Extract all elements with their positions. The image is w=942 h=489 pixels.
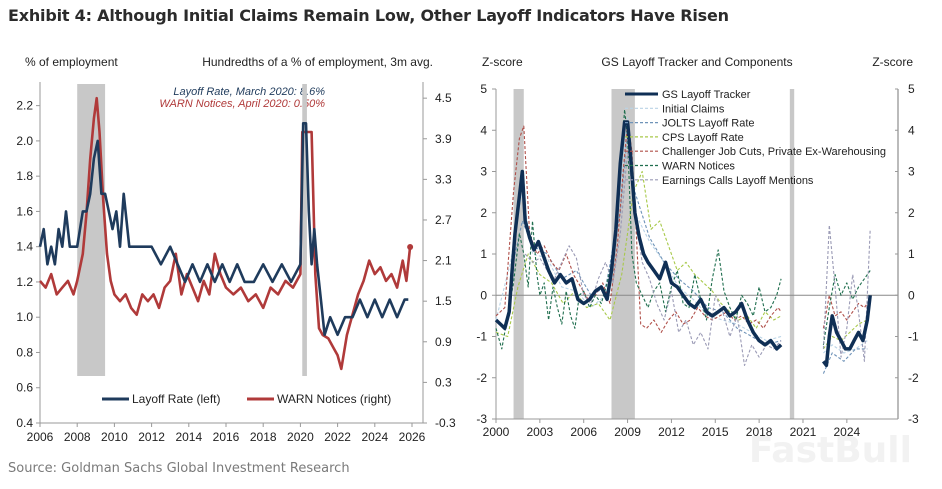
source-note: Source: Goldman Sachs Global Investment … <box>8 461 350 476</box>
y-tick-label: 0.4 <box>16 416 33 430</box>
y2-tick-label: -2 <box>908 371 919 385</box>
annotation-warn-notices: WARN Notices, April 2020: 0.50% <box>159 98 325 110</box>
y-tick-label: -1 <box>476 330 487 344</box>
recession-band <box>789 89 795 419</box>
series-warn-notices <box>822 270 871 345</box>
series-layoff-rate-left <box>38 122 409 337</box>
x-tick-label: 2026 <box>399 430 426 444</box>
y2-tick-label: 5 <box>908 82 915 96</box>
right-legend: GS Layoff Tracker Initial Claims JOLTS Lay… <box>625 89 886 187</box>
right-chart-title: GS Layoff Tracker and Components <box>601 55 792 69</box>
x-tick-label: 2006 <box>27 430 54 444</box>
watermark: FastBull <box>748 430 912 471</box>
y-tick-label: 5 <box>480 82 487 96</box>
y2-tick-label: 3 <box>908 165 915 179</box>
legend-label-cps-layoff-rate: CPS Layoff Rate <box>662 132 744 144</box>
y2-tick-label: -3 <box>908 412 919 426</box>
y2-tick-label: 1 <box>908 247 915 261</box>
x-tick-label: 2018 <box>250 430 277 444</box>
y-tick-label: 0.8 <box>16 345 33 359</box>
y2-tick-label: 1.5 <box>435 294 452 308</box>
x-tick-label: 2022 <box>324 430 351 444</box>
x-tick-label: 2016 <box>213 430 240 444</box>
legend-label-earnings-calls-layoff-mentions: Earnings Calls Layoff Mentions <box>662 175 814 187</box>
series-challenger-job-cuts-private-ex-warehousing <box>495 121 782 333</box>
y-tick-label: 1.2 <box>16 275 33 289</box>
series-challenger-job-cuts-private-ex-warehousing <box>822 294 871 329</box>
y2-tick-label: 3.9 <box>435 132 452 146</box>
series-initial-claims <box>823 340 868 354</box>
right-y-axis-label: Hundredths of a % of employment, 3m avg. <box>202 55 433 69</box>
annotation-layoff-rate: Layoff Rate, March 2020: 8.6% <box>173 86 325 98</box>
y-tick-label: 2 <box>480 206 487 220</box>
y-tick-label: 1.8 <box>16 169 33 183</box>
x-tick-label: 2008 <box>64 430 91 444</box>
y-tick-label: 2.0 <box>16 134 33 148</box>
series-gs-layoff-tracker <box>821 295 872 368</box>
y2-tick-label: 2.1 <box>435 254 452 268</box>
series-earnings-calls-layoff-mentions <box>524 150 782 366</box>
y2-tick-label: 0.3 <box>435 375 452 389</box>
series-end-marker <box>407 244 414 251</box>
x-tick-label: 2024 <box>833 425 860 439</box>
y2-tick-label: -0.3 <box>435 416 456 430</box>
y-tick-label: 1.4 <box>16 240 33 254</box>
y2-tick-label: 0.9 <box>435 335 452 349</box>
y2-tick-label: 3.3 <box>435 172 452 186</box>
series-warn-notices-right <box>39 96 412 371</box>
left-legend: Layoff Rate (left) WARN Notices (right) <box>102 392 391 406</box>
y-tick-label: 2.2 <box>16 99 33 113</box>
y-tick-label: 4 <box>480 123 487 137</box>
x-tick-label: 2015 <box>702 425 729 439</box>
x-tick-label: 2012 <box>658 425 685 439</box>
legend-label-layoff-rate: Layoff Rate (left) <box>132 392 221 406</box>
y-tick-label: 1.0 <box>16 310 33 324</box>
y-tick-label: -2 <box>476 371 487 385</box>
x-tick-label: 2018 <box>746 425 773 439</box>
x-tick-label: 2024 <box>361 430 388 444</box>
y-tick-label: 1.6 <box>16 204 33 218</box>
left-y-axis-label: % of employment <box>25 55 118 69</box>
right-chart-right-ylabel: Z-score <box>872 55 913 69</box>
x-tick-label: 2003 <box>527 425 554 439</box>
y2-tick-label: 4 <box>908 123 915 137</box>
legend-label-challenger-job-cuts-private-ex-warehousing: Challenger Job Cuts, Private Ex-Warehous… <box>662 146 886 158</box>
x-tick-label: 2012 <box>138 430 165 444</box>
y2-tick-label: 2 <box>908 206 915 220</box>
series-jolts-layoff-rate <box>822 348 868 374</box>
x-tick-label: 2006 <box>570 425 597 439</box>
right-chart-left-ylabel: Z-score <box>482 55 523 69</box>
x-tick-label: 2021 <box>790 425 817 439</box>
series-cps-layoff-rate <box>495 170 782 338</box>
series-jolts-layoff-rate <box>510 129 782 346</box>
legend-label-gs-layoff-tracker: GS Layoff Tracker <box>662 89 751 101</box>
x-tick-label: 2009 <box>614 425 641 439</box>
y2-tick-label: 4.5 <box>435 91 452 105</box>
y-tick-label: 0.6 <box>16 381 33 395</box>
exhibit-title: Exhibit 4: Although Initial Claims Remai… <box>8 6 729 25</box>
series-initial-claims <box>495 117 782 342</box>
legend-label-jolts-layoff-rate: JOLTS Layoff Rate <box>662 118 755 130</box>
recession-band <box>513 89 524 419</box>
y-tick-label: 0 <box>480 288 487 302</box>
y2-tick-label: 0 <box>908 288 915 302</box>
legend-label-initial-claims: Initial Claims <box>662 103 725 115</box>
recession-band <box>302 84 307 376</box>
legend-label-warn-notices: WARN Notices <box>662 161 735 173</box>
x-tick-label: 2010 <box>101 430 128 444</box>
y2-tick-label: -1 <box>908 330 919 344</box>
x-tick-label: 2014 <box>175 430 202 444</box>
x-tick-label: 2020 <box>287 430 314 444</box>
y2-tick-label: 2.7 <box>435 213 452 227</box>
series-earnings-calls-layoff-mentions <box>822 224 871 362</box>
y-tick-label: 3 <box>480 165 487 179</box>
y-tick-label: -3 <box>476 412 487 426</box>
x-tick-label: 2000 <box>483 425 510 439</box>
legend-label-warn-notices: WARN Notices (right) <box>277 392 391 406</box>
y-tick-label: 1 <box>480 247 487 261</box>
